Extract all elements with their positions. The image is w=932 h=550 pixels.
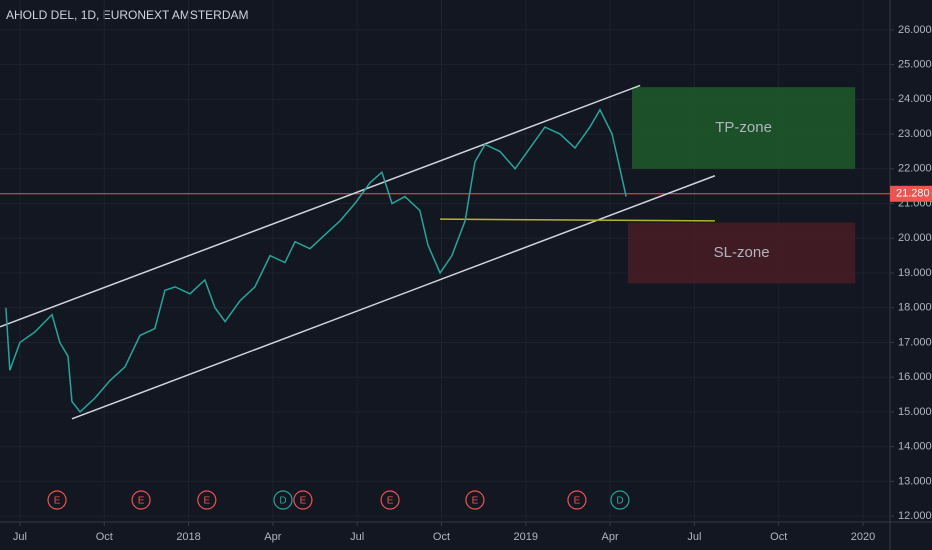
zone-label: SL-zone <box>714 244 770 261</box>
event-marker <box>197 490 217 510</box>
y-tick-label: 22.000 <box>898 163 932 175</box>
x-tick-label: Oct <box>770 531 787 543</box>
event-label: E <box>203 496 210 507</box>
event-marker <box>47 490 67 510</box>
y-tick-label: 12.000 <box>898 510 932 522</box>
y-tick-label: 14.000 <box>898 441 932 453</box>
event-label: E <box>138 496 145 507</box>
x-tick-label: Oct <box>96 531 113 543</box>
x-tick-label: 2019 <box>514 531 538 543</box>
price-tag-label: 21.280 <box>896 188 930 200</box>
y-tick-label: 19.000 <box>898 267 932 279</box>
price-series <box>5 108 627 414</box>
event-label: E <box>387 496 394 507</box>
event-label: D <box>616 496 623 507</box>
event-label: E <box>54 496 61 507</box>
x-tick-label: Jul <box>687 531 701 543</box>
y-tick-label: 13.000 <box>898 475 932 487</box>
x-tick-label: Jul <box>350 531 364 543</box>
event-marker <box>293 490 313 510</box>
x-tick-label: Oct <box>433 531 450 543</box>
event-label: E <box>472 496 479 507</box>
y-tick-label: 24.000 <box>898 93 932 105</box>
y-tick-label: 26.000 <box>898 24 932 36</box>
y-tick-label: 18.000 <box>898 302 932 314</box>
y-tick-label: 16.000 <box>898 371 932 383</box>
event-marker <box>131 490 151 510</box>
y-tick-label: 17.000 <box>898 336 932 348</box>
zone-label: TP-zone <box>715 119 772 136</box>
event-label: D <box>279 496 286 507</box>
event-marker <box>567 490 587 510</box>
event-label: E <box>300 496 307 507</box>
x-tick-label: Jul <box>13 531 27 543</box>
event-marker <box>465 490 485 510</box>
x-tick-label: Apr <box>264 531 281 543</box>
event-marker <box>273 490 293 510</box>
x-tick-label: 2018 <box>176 531 200 543</box>
x-tick-label: 2020 <box>851 531 875 543</box>
trend-line <box>0 84 641 328</box>
y-tick-label: 23.000 <box>898 128 932 140</box>
y-tick-label: 20.000 <box>898 232 932 244</box>
trend-line <box>440 218 715 222</box>
x-tick-label: Apr <box>602 531 619 543</box>
y-tick-label: 15.000 <box>898 406 932 418</box>
event-marker <box>610 490 630 510</box>
price-tag <box>890 185 932 202</box>
y-tick-label: 25.000 <box>898 59 932 71</box>
event-marker <box>380 490 400 510</box>
zone <box>632 87 856 169</box>
trend-line <box>71 175 716 420</box>
event-label: E <box>574 496 581 507</box>
chart-title: AHOLD DEL, 1D, EURONEXT AMSTERDAM <box>6 8 249 22</box>
zone <box>628 222 856 284</box>
